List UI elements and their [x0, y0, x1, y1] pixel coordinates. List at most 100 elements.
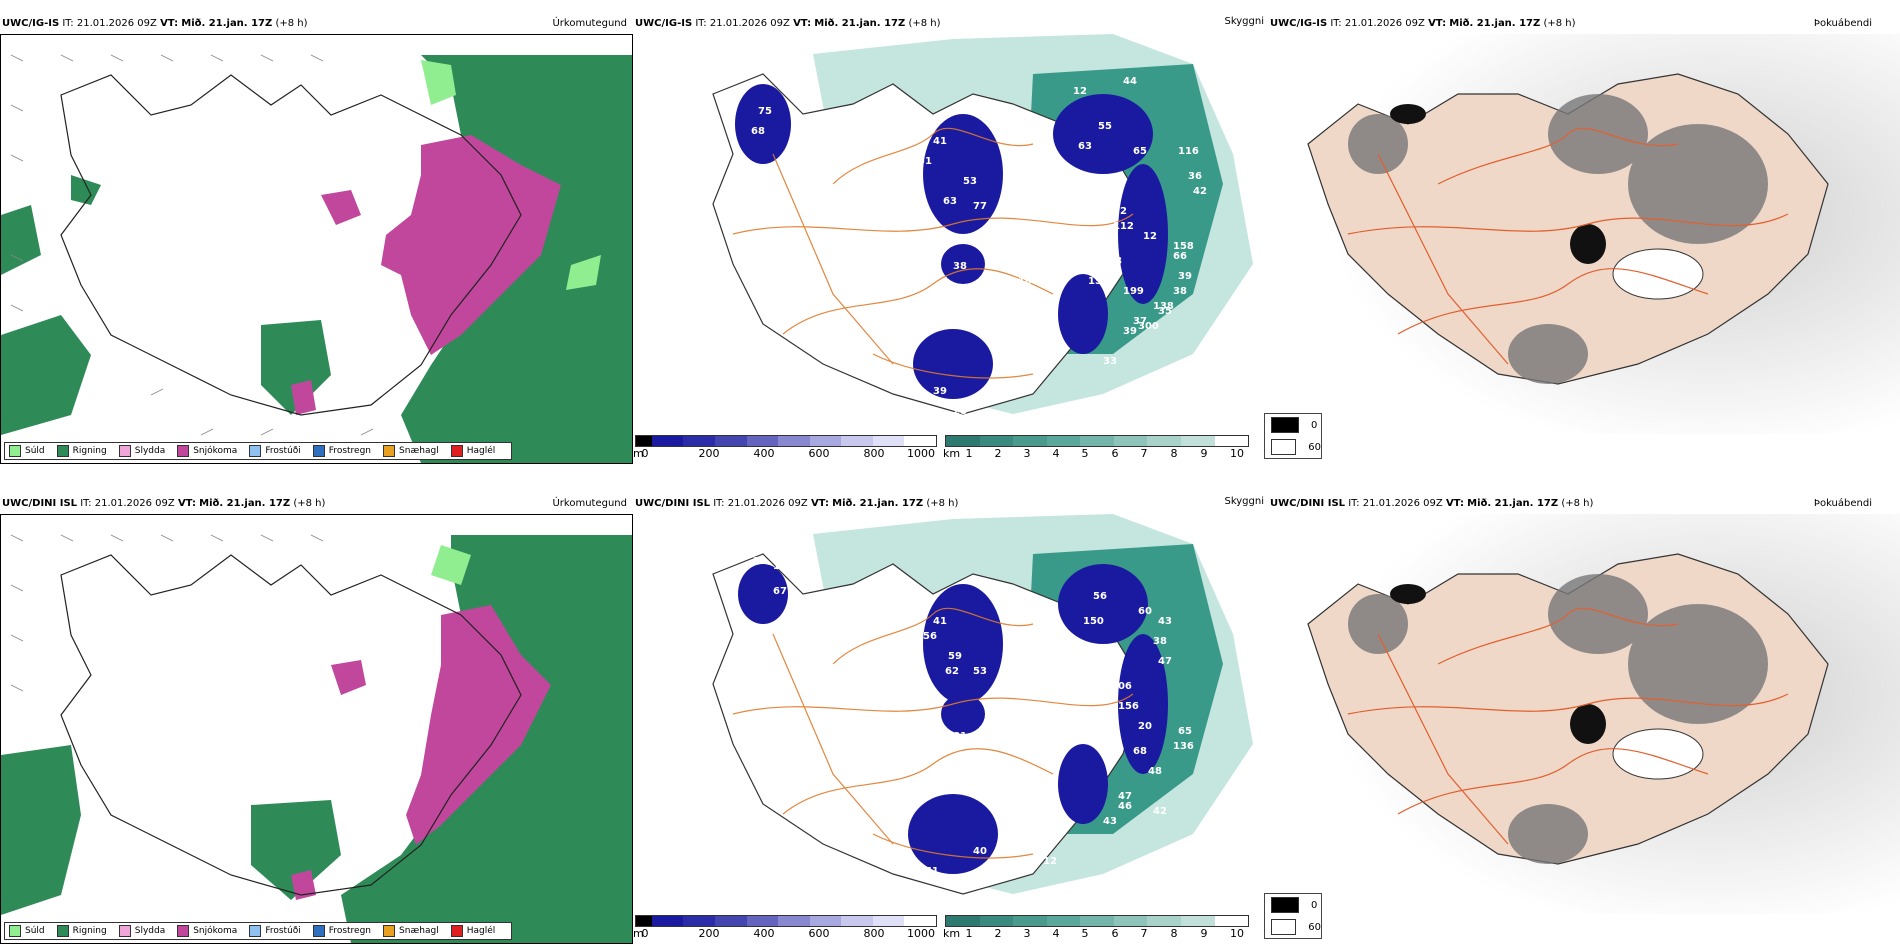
cloud-base-label: 156 — [1118, 701, 1139, 712]
colorbar-tick: 8 — [1170, 927, 1178, 940]
colorbar-tick: 600 — [808, 447, 830, 460]
cloud-base-label: 75 — [758, 106, 772, 117]
legend-item: Snjókoma — [177, 925, 237, 937]
fog-legend-row: 0 — [1265, 894, 1321, 916]
cloud-base-label: 35 — [1158, 306, 1172, 317]
cloud-base-label: 46 — [1118, 801, 1132, 812]
cloud-base-label: 34 — [913, 406, 927, 417]
cloud-vis-panel-top: UWC/IG-IS IT: 21.01.2026 09Z VT: Mið. 21… — [633, 12, 1268, 464]
cloud-base-label: 42 — [1193, 186, 1207, 197]
cloud-base-label: 22 — [1113, 206, 1127, 217]
cloud-base-label: 56 — [923, 631, 937, 642]
cloud-colorbar-unit: m — [633, 927, 644, 940]
panel-header: UWC/IG-IS IT: 21.01.2026 09Z VT: Mið. 21… — [635, 18, 941, 29]
panel-header: UWC/DINI ISL IT: 21.01.2026 09Z VT: Mið.… — [635, 498, 959, 509]
colorbar-tick: 2 — [994, 927, 1002, 940]
legend-item: Haglél — [450, 445, 495, 457]
cloud-base-label: 37 — [1133, 316, 1147, 327]
colorbar-tick: 6 — [1111, 447, 1119, 460]
cloud-base-label: 39 — [1178, 271, 1192, 282]
cloud-base-label: 67 — [743, 66, 757, 77]
panel-title: Þokuábendi — [1813, 498, 1872, 509]
legend-item: Súld — [9, 445, 45, 457]
cloud-base-label: 65 — [1178, 726, 1192, 737]
cloud-base-label: 12 — [1043, 856, 1057, 867]
cloud-base-label: 158 — [1173, 241, 1194, 252]
colorbar-tick: 800 — [863, 447, 885, 460]
fog-legend: 0 60 — [1264, 893, 1322, 939]
legend-item: Frostregn — [312, 445, 371, 457]
cloud-base-label: 68 — [751, 126, 765, 137]
colorbar-tick: 10 — [1230, 447, 1244, 460]
cloud-base-label: 77 — [973, 201, 987, 212]
colorbar-tick: 5 — [1081, 447, 1089, 460]
cloud-base-label: 112 — [1113, 221, 1134, 232]
colorbar-tick: 400 — [753, 447, 775, 460]
panel-title: Úrkomutegund — [552, 18, 627, 29]
legend-item: Snæhagl — [383, 445, 439, 457]
cloud-base-label: 45 — [988, 241, 1002, 252]
panel-header: UWC/DINI ISL IT: 21.01.2026 09Z VT: Mið.… — [1270, 498, 1594, 509]
cloud-colorbar-unit: m — [633, 447, 644, 460]
colorbar-tick: 4 — [1052, 927, 1060, 940]
cloud-base-label: 55 — [1018, 656, 1032, 667]
precip-legend: Súld Rigning Slydda Snjókoma Frostúði Fr… — [4, 922, 513, 940]
colorbar-tick: 10 — [1230, 927, 1244, 940]
cloud-base-label: 42 — [1153, 806, 1167, 817]
panel-title: Skyggni — [1224, 16, 1264, 27]
cloud-base-label: 29 — [1013, 381, 1027, 392]
cloud-base-label: 60 — [1138, 606, 1152, 617]
cloud-base-label: 206 — [1111, 681, 1132, 692]
cloud-base-label: 67 — [773, 586, 787, 597]
cloud-base-label: 138 — [1153, 301, 1174, 312]
colorbar-tick: 3 — [1023, 447, 1031, 460]
legend-item: Slydda — [118, 445, 165, 457]
cloud-base-label: 63 — [1083, 656, 1097, 667]
precip-panel-bottom: UWC/DINI ISL IT: 21.01.2026 09Z VT: Mið.… — [0, 492, 633, 944]
vis-colorbar-unit: km — [943, 447, 961, 460]
cloud-base-label: 80 — [1038, 616, 1052, 627]
cloud-base-label: 100 — [1018, 276, 1039, 287]
colorbar-tick: 0 — [641, 927, 649, 940]
colorbar-tick: 5 — [1081, 927, 1089, 940]
cloud-base-label: 85 — [1033, 136, 1047, 147]
legend-item: Snæhagl — [383, 925, 439, 937]
cloud-base-label: 38 — [1153, 636, 1167, 647]
colorbar-tick: 0 — [641, 447, 649, 460]
cloud-base-label: 43 — [1158, 616, 1172, 627]
cloud-base-label: 39 — [933, 386, 947, 397]
fog-legend-row: 60 — [1265, 436, 1321, 458]
cloud-base-label: 59 — [948, 651, 962, 662]
cloud-base-label: 63 — [1078, 141, 1092, 152]
cloud-base-label: 47 — [1038, 671, 1052, 682]
fog-panel-top: UWC/IG-IS IT: 21.01.2026 09Z VT: Mið. 21… — [1268, 12, 1900, 464]
cloud-base-label: 51 — [918, 156, 932, 167]
cloud-base-label: 79 — [733, 86, 747, 97]
cloud-base-label: 300 — [1138, 321, 1159, 332]
colorbar-tick: 6 — [1111, 927, 1119, 940]
legend-item: Haglél — [450, 925, 495, 937]
cloud-base-label: 45 — [983, 876, 997, 887]
cloud-vis-map: 57 23 13 67 41 56 59 62 53 64 80 150 56 60 43 38 47 55 47 7… — [712, 514, 1253, 907]
cloud-base-label: 94 — [1103, 201, 1117, 212]
panel-title: Þokuábendi — [1813, 18, 1872, 29]
cloud-base-label: 48 — [1148, 766, 1162, 777]
cloud-base-label: 81 — [953, 731, 967, 742]
colorbar-tick: 200 — [698, 927, 720, 940]
cloud-base-label: 41 — [933, 136, 947, 147]
cloud-base-label: 65 — [1003, 771, 1017, 782]
cloud-base-label: 23 — [753, 556, 767, 567]
cloud-base-label: 38 — [1173, 286, 1187, 297]
cloud-base-label: 41 — [933, 616, 947, 627]
cloud-base-label: 57 — [763, 536, 777, 547]
fog-map — [1268, 514, 1900, 914]
fog-panel-bottom: UWC/DINI ISL IT: 21.01.2026 09Z VT: Mið.… — [1268, 492, 1900, 944]
legend-item: Slydda — [118, 925, 165, 937]
colorbar-tick: 9 — [1200, 447, 1208, 460]
panel-header: UWC/IG-IS IT: 21.01.2026 09Z VT: Mið. 21… — [1270, 18, 1576, 29]
cloud-base-label: 48 — [1083, 176, 1097, 187]
cloud-base-label: 53 — [973, 666, 987, 677]
fog-map — [1268, 34, 1900, 434]
cloud-base-label: 53 — [1093, 676, 1107, 687]
